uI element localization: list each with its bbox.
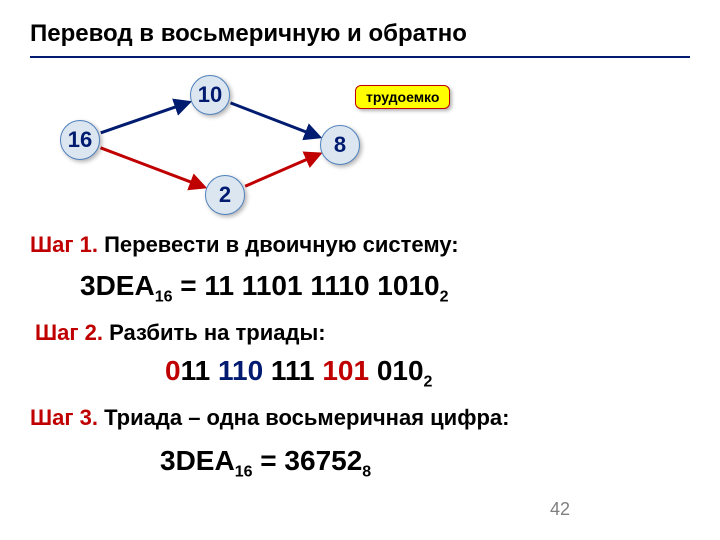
page-title: Перевод в восьмеричную и обратно	[30, 20, 467, 48]
node-8: 8	[320, 125, 360, 165]
step3-text: Триада – одна восьмеричная цифра:	[98, 405, 509, 430]
node-2: 2	[205, 175, 245, 215]
tedious-badge: трудоемко	[355, 85, 450, 109]
triad1-rest: 11	[181, 355, 218, 386]
triad5: 010	[377, 355, 424, 386]
triads-sub: 2	[424, 374, 433, 391]
node-16: 16	[60, 120, 100, 160]
step2-label: Шаг 2. Разбить на триады:	[35, 320, 326, 346]
step3-label: Шаг 3. Триада – одна восьмеричная цифра:	[30, 405, 509, 431]
formula3-lhs-sub: 16	[235, 464, 253, 481]
step2-text: Разбить на триады:	[103, 320, 326, 345]
triad1-pad: 0	[165, 355, 181, 386]
formula1-lhs-sub: 16	[155, 289, 173, 306]
title-underline	[30, 56, 690, 58]
step2-name: Шаг 2.	[35, 320, 103, 345]
formula3: 3DEA16 = 367528	[160, 445, 371, 482]
formula3-lhs: 3DEA	[160, 445, 235, 476]
formula1-rhs-sub: 2	[440, 289, 449, 306]
formula3-rhs-sub: 8	[362, 464, 371, 481]
formula3-eq: =	[253, 445, 285, 476]
triad4: 101	[322, 355, 377, 386]
node-10: 10	[190, 75, 230, 115]
step1-label: Шаг 1. Перевести в двоичную систему:	[30, 232, 459, 258]
step1-name: Шаг 1.	[30, 232, 98, 257]
formula1-eq: =	[173, 270, 205, 301]
formula1: 3DEA16 = 11 1101 1110 10102	[80, 270, 449, 307]
formula1-lhs: 3DEA	[80, 270, 155, 301]
page-number: 42	[550, 499, 570, 520]
triad2: 110	[218, 355, 271, 386]
formula1-rhs: 11 1101 1110 1010	[204, 270, 439, 301]
triad3: 111	[271, 355, 322, 386]
step1-text: Перевести в двоичную систему:	[98, 232, 459, 257]
step3-name: Шаг 3.	[30, 405, 98, 430]
triads-formula: 011 110 111 101 0102	[165, 355, 432, 392]
formula3-rhs: 36752	[284, 445, 362, 476]
